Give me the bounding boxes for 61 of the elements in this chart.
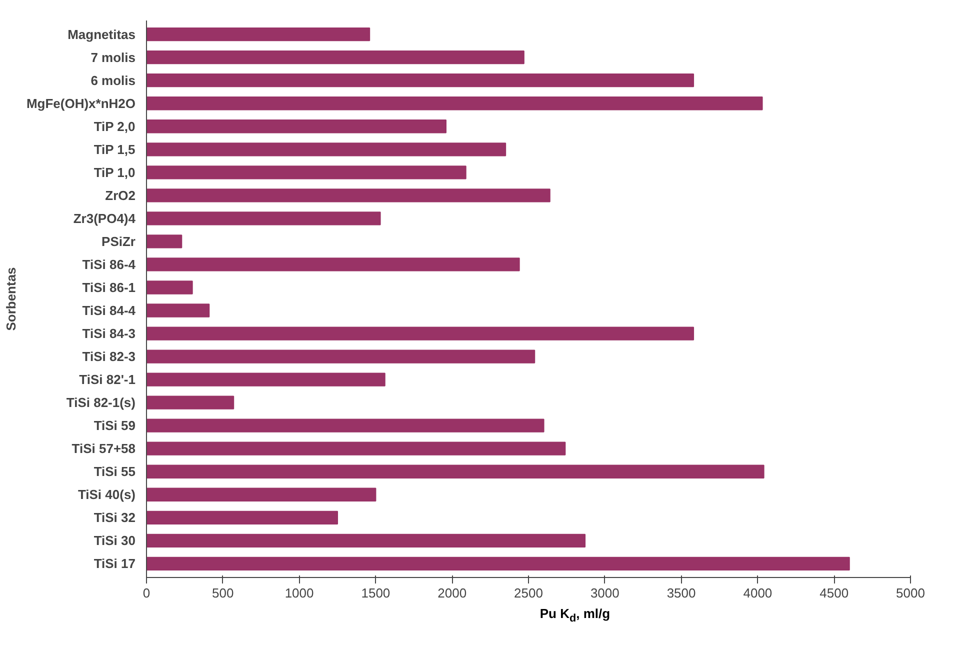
bar (146, 464, 764, 478)
y-tick-label: Magnetitas (68, 26, 136, 42)
bar (146, 556, 850, 571)
y-tick-label: TiSi 86-1 (82, 280, 136, 295)
bar (146, 326, 694, 340)
bar (146, 188, 550, 202)
y-tick-label: TiSi 30 (94, 533, 136, 548)
y-axis-title: Sorbentas (3, 267, 18, 331)
x-tick-label: 4000 (743, 586, 772, 600)
x-tick-label: 5000 (896, 586, 925, 600)
x-tick-label: 0 (142, 586, 150, 600)
bar (146, 396, 234, 410)
bar (146, 74, 694, 88)
bar (146, 258, 520, 272)
x-axis-title: Pu K$_{d}$, ml/g (540, 605, 610, 627)
y-tick-label: TiSi 82'-1 (79, 372, 136, 388)
y-tick-label: TiSi 32 (94, 510, 136, 526)
y-tick-label: TiSi 55 (94, 464, 136, 480)
x-tick-label: 2500 (514, 586, 543, 600)
y-tick-label: TiP 2,0 (94, 118, 136, 134)
y-tick-label: TiSi 40(s) (78, 487, 136, 502)
y-tick-label: PSiZr (102, 234, 136, 249)
bar (146, 304, 210, 318)
bar (146, 142, 506, 156)
bar (146, 280, 193, 294)
x-tick-label: 3500 (666, 586, 696, 600)
y-tick-label: 7 molis (90, 50, 136, 65)
y-tick-label: TiSi 57+58 (72, 441, 136, 456)
bar (146, 166, 466, 180)
y-tick-label: 6 molis (90, 72, 136, 88)
y-tick-label: TiSi 86-4 (82, 256, 136, 272)
bar (146, 350, 536, 364)
bar (146, 442, 566, 456)
y-tick-label: TiP 1,0 (94, 164, 136, 180)
x-tick-label: 1500 (361, 586, 390, 600)
bar (146, 27, 370, 42)
bar (146, 96, 763, 110)
bar (146, 418, 544, 432)
y-tick-label: MgFe(OH)x*nH2O (26, 96, 136, 111)
bar (146, 372, 386, 386)
y-tick-label: TiSi 82-3 (82, 349, 136, 364)
bar (146, 510, 338, 524)
y-tick-label: TiSi 84-3 (82, 326, 136, 342)
x-tick-label: 1000 (284, 586, 314, 600)
bar (146, 488, 376, 502)
y-tick-label: ZrO2 (105, 188, 136, 203)
y-tick-label: Zr3(PO4)4 (73, 210, 136, 226)
y-tick-label: TiSi 84-4 (82, 303, 136, 318)
y-tick-label: TiP 1,5 (94, 142, 136, 157)
bar (146, 120, 446, 134)
x-tick-label: 4500 (820, 586, 849, 600)
bar (146, 534, 586, 548)
x-tick-label: 2000 (438, 586, 467, 600)
bar (146, 212, 381, 226)
x-tick-label: 3000 (590, 586, 620, 600)
y-tick-label: TiSi 59 (94, 418, 136, 434)
x-tick-label: 500 (212, 586, 234, 600)
y-tick-label: TiSi 82-1(s) (66, 395, 136, 410)
bar (146, 50, 524, 64)
y-tick-label: TiSi 17 (94, 556, 136, 572)
bar (146, 234, 182, 248)
